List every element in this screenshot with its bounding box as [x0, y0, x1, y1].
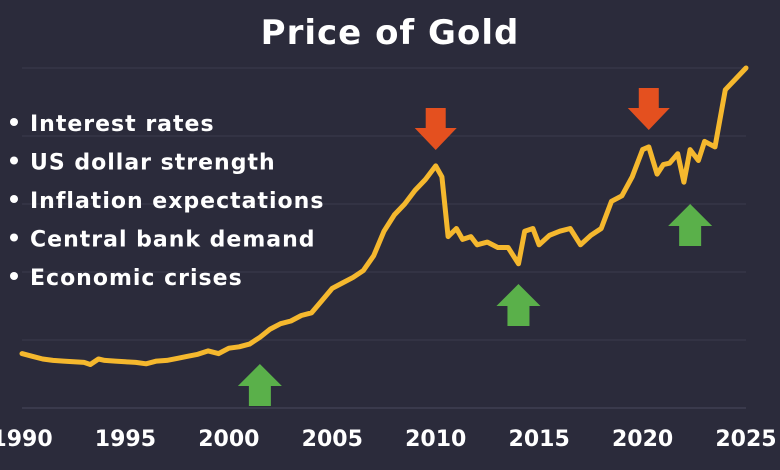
bullet-item: Interest rates — [30, 112, 215, 137]
x-tick-label: 2025 — [715, 427, 776, 452]
down-arrow — [627, 88, 670, 130]
arrows — [237, 88, 713, 406]
chart-title: Price of Gold — [261, 13, 520, 53]
x-tick-label: 1990 — [0, 427, 53, 452]
bullet-item: Inflation expectations — [30, 189, 324, 214]
up-arrow — [496, 284, 541, 326]
x-tick-label: 2020 — [612, 427, 673, 452]
x-tick-label: 2010 — [405, 427, 466, 452]
bullet-dot — [10, 272, 18, 280]
factor-list: Interest rates US dollar strength Inflatio… — [10, 112, 324, 291]
gold-price-line — [19, 65, 749, 367]
x-tick-label: 2005 — [302, 427, 363, 452]
bullet-item: US dollar strength — [30, 151, 276, 176]
bullet-dot — [10, 156, 18, 165]
bullet-dot — [10, 118, 18, 126]
x-tick-label: 2000 — [198, 427, 259, 452]
x-tick-label: 2015 — [509, 427, 570, 452]
up-arrow — [668, 204, 713, 246]
bullet-item: Economic crises — [30, 266, 243, 291]
up-arrow — [237, 364, 282, 406]
x-tick-label: 1995 — [95, 427, 156, 452]
grid — [22, 67, 746, 409]
x-axis-ticks: 1990 1995 2000 2005 2010 2015 2020 2025 — [0, 427, 777, 452]
bullet-item: Central bank demand — [30, 228, 316, 253]
bullet-dot — [10, 195, 18, 203]
down-arrow — [414, 108, 457, 150]
bullet-dot — [10, 233, 18, 242]
